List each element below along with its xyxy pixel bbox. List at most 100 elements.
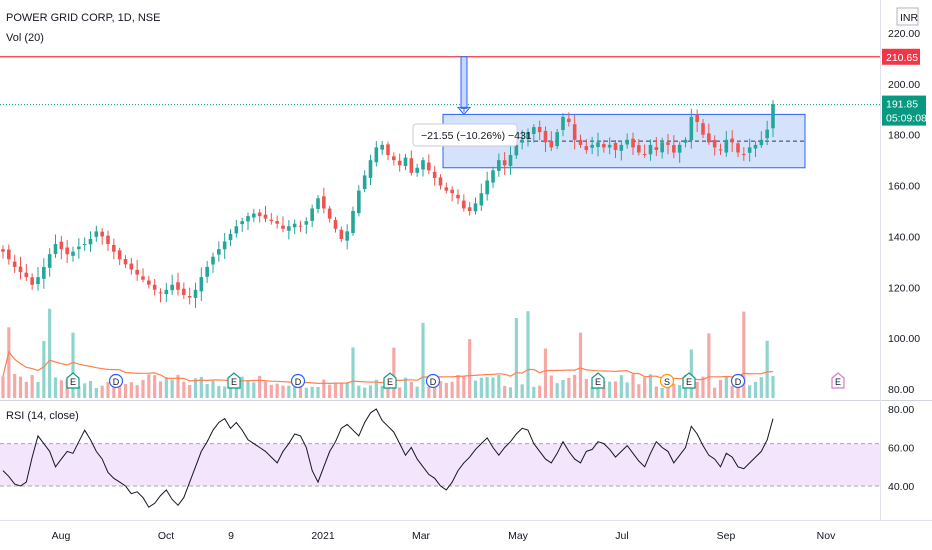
candle-body (322, 196, 326, 209)
volume-bar (351, 347, 355, 398)
dividend-marker-icon[interactable] (290, 373, 306, 389)
earnings-marker-icon[interactable] (682, 372, 696, 389)
time-tick-label: Jul (615, 530, 628, 542)
candle-body (269, 219, 274, 222)
earnings-marker-icon[interactable] (66, 372, 80, 389)
volume-bar (94, 387, 98, 398)
volume-bar (333, 382, 338, 398)
candle-body (695, 114, 699, 122)
candle-body (590, 144, 594, 148)
candle-body (374, 147, 379, 163)
candle-body (12, 261, 17, 267)
symbol-title[interactable]: POWER GRID CORP, 1D, NSE (6, 12, 160, 24)
volume-bar (36, 381, 40, 398)
currency-badge[interactable]: INR (896, 7, 919, 26)
volume-bar (304, 387, 308, 398)
candle-body (310, 208, 314, 221)
candle-body (491, 170, 495, 183)
candle-body (771, 104, 775, 129)
volume-bar (462, 376, 466, 398)
candle-body (333, 220, 338, 229)
volume-bar (199, 376, 203, 398)
candle-body (339, 229, 344, 239)
time-tick-label: Mar (412, 530, 431, 542)
split-marker-icon[interactable] (659, 373, 675, 389)
volume-bar (602, 381, 606, 398)
volume-bar (205, 384, 209, 398)
volume-bar (258, 375, 262, 398)
time-axis[interactable]: Aug Oct 9 2021 Mar May Jul Sep Nov (52, 530, 836, 542)
measure-arrow-head (456, 106, 472, 116)
price-pane[interactable] (0, 0, 880, 400)
volume-bar (24, 381, 28, 398)
volume-bar (433, 382, 437, 398)
candle-body (467, 207, 472, 211)
candle-body (298, 225, 303, 227)
measure-label[interactable]: −21.55 (−10.26%) −431 (412, 123, 532, 147)
candle-body (287, 226, 291, 231)
candle-body (193, 289, 198, 298)
dividend-marker-icon[interactable] (730, 373, 746, 389)
dividend-marker-icon[interactable] (108, 373, 124, 389)
time-tick-label: Oct (158, 530, 174, 542)
volume-bar (363, 387, 367, 398)
candle-body (88, 238, 93, 245)
candle-body (182, 288, 186, 295)
volume-bar (403, 377, 408, 398)
dividend-marker-icon[interactable] (425, 373, 441, 389)
volume-bar (613, 381, 618, 398)
candle-body (368, 160, 373, 178)
earnings-marker-icon[interactable] (591, 372, 605, 389)
candle-body (602, 144, 606, 148)
price-axis[interactable]: 220.00 200.00 180.00 160.00 140.00 120.00 100.… (888, 28, 920, 396)
volume-bar (637, 384, 641, 398)
candle-body (677, 144, 682, 153)
candle-body (753, 144, 758, 149)
candle-body (292, 223, 297, 228)
volume-bar (707, 333, 711, 398)
volume-bar (275, 383, 279, 398)
volume-bar (59, 380, 63, 398)
rsi-tick-label: 40.00 (888, 481, 914, 493)
volume-bar (748, 385, 752, 398)
volume-bar (193, 378, 198, 398)
candle-body (520, 139, 524, 143)
candle-body (637, 145, 641, 153)
candle-body (444, 187, 449, 191)
earnings-marker-icon[interactable] (831, 372, 845, 389)
candle-body (707, 133, 711, 143)
candle-body (432, 171, 437, 178)
candle-body (59, 241, 64, 250)
candle-body (742, 153, 746, 156)
rsi-indicator-label[interactable]: RSI (14, close) (6, 410, 79, 422)
last-price-text: 191.85 (886, 99, 918, 111)
earnings-marker-icon[interactable] (227, 372, 241, 389)
volume-bar (450, 381, 454, 398)
candle-body (567, 118, 571, 122)
candle-body (625, 139, 629, 145)
volume-bar (106, 382, 110, 398)
volume-indicator-label[interactable]: Vol (20) (6, 32, 44, 44)
candle-body (211, 256, 215, 265)
candle-body (53, 244, 58, 255)
volume-bar (42, 340, 46, 398)
candle-body (596, 142, 600, 148)
candle-body (117, 250, 122, 260)
candle-body (456, 194, 460, 199)
candle-body (497, 160, 501, 171)
event-marker-label: E (835, 377, 841, 387)
volume-bar (456, 375, 460, 398)
volume-bar (742, 311, 746, 398)
event-marker-label: E (70, 377, 76, 387)
earnings-marker-icon[interactable] (383, 372, 397, 389)
bar-countdown-text: 05:09:08 (886, 113, 927, 125)
candle-body (228, 233, 233, 241)
rsi-axis[interactable]: 80.00 60.00 40.00 (888, 404, 914, 493)
volume-bar (415, 386, 419, 398)
candle-body (403, 157, 408, 167)
candle-body (619, 144, 624, 151)
event-marker-label: D (295, 377, 302, 387)
candle-body (683, 139, 688, 143)
